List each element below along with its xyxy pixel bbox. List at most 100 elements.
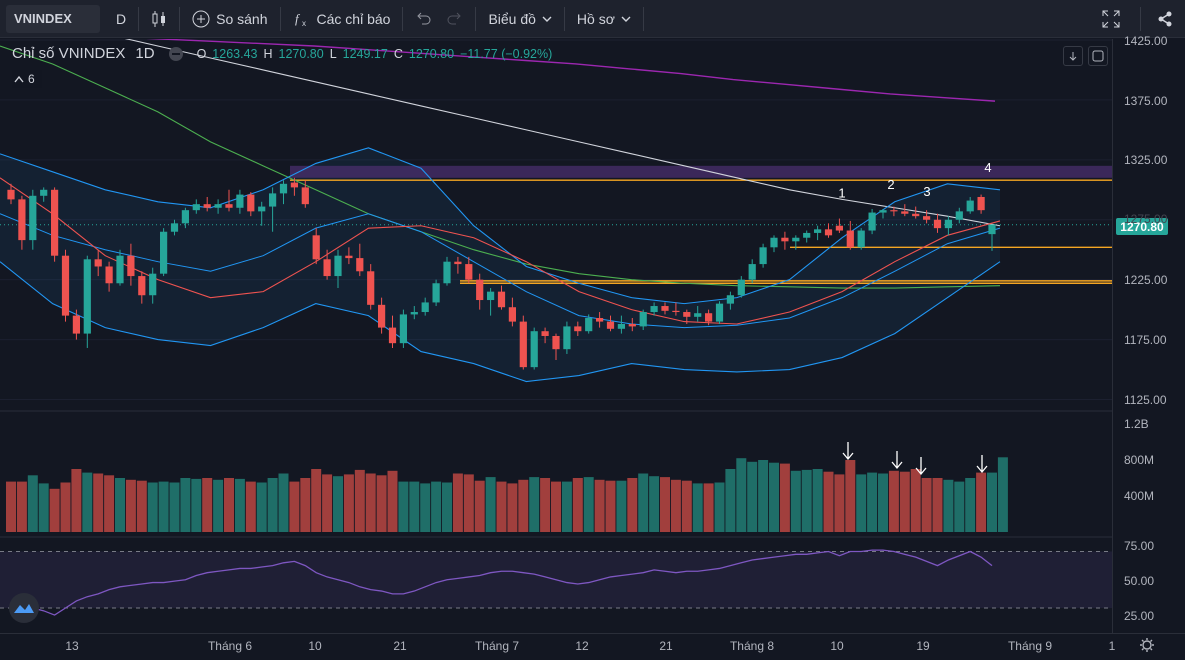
ma-red-line — [0, 177, 1001, 325]
price-tick: 1275.00 — [1124, 212, 1168, 226]
price-axis[interactable] — [1112, 39, 1185, 633]
volume-bar — [387, 470, 398, 532]
volume-bar — [82, 472, 93, 532]
volume-bar — [343, 474, 354, 532]
candle-body — [552, 335, 560, 350]
redo-button[interactable] — [439, 5, 471, 33]
volume-bar — [16, 481, 27, 532]
candle-body — [454, 261, 462, 265]
scroll-down-button[interactable] — [1063, 46, 1083, 66]
time-axis[interactable] — [0, 633, 1185, 660]
price-chart[interactable]: 1 2 3 4 — [0, 39, 1112, 633]
rsi-tick: 25.00 — [1124, 609, 1155, 623]
candle-body — [236, 194, 244, 208]
candle-body — [694, 313, 702, 317]
low-value: 1249.17 — [342, 46, 388, 61]
volume-bar — [311, 469, 322, 532]
volume-bar — [649, 476, 660, 532]
open-value: 1263.43 — [212, 46, 258, 61]
compare-label: So sánh — [216, 10, 268, 27]
price-tick: 1325.00 — [1124, 153, 1168, 167]
volume-bar — [823, 471, 834, 532]
candle-body — [563, 326, 571, 350]
candle-body — [323, 259, 331, 277]
time-tick: Tháng 6 — [207, 639, 253, 653]
volume-bar — [136, 480, 147, 532]
candle-body — [138, 276, 146, 296]
open-label: O — [196, 46, 207, 61]
brand-logo[interactable] — [8, 592, 40, 624]
candle-body — [661, 306, 669, 311]
volume-bar — [38, 483, 49, 532]
time-tick: 13 — [65, 639, 79, 653]
toolbar-divider — [1140, 7, 1141, 31]
symbol-search-button[interactable]: VNINDEX — [6, 4, 100, 33]
chart-legend: Chỉ số VNINDEX 1D O 1263.43 H 1270.80 L 124… — [12, 45, 552, 62]
wave-label: 2 — [887, 177, 894, 192]
toolbar-divider — [179, 6, 181, 31]
candle-body — [378, 304, 386, 328]
candle-body — [94, 259, 102, 267]
candle-body — [737, 279, 745, 296]
volume-bar — [714, 482, 725, 532]
volume-arrow-icon — [915, 457, 927, 476]
volume-bar — [605, 480, 616, 532]
volume-bar — [180, 478, 191, 532]
undo-button[interactable] — [407, 5, 439, 33]
candle-body — [29, 195, 37, 241]
resistance-zone — [290, 165, 1112, 178]
volume-bar — [518, 479, 529, 532]
price-tick: 1125.00 — [1124, 393, 1167, 407]
candle-body — [803, 232, 811, 238]
volume-bar — [60, 482, 71, 532]
chart-menu-button[interactable]: Biểu đồ — [480, 5, 559, 33]
candle-body — [410, 312, 418, 315]
volume-bar — [561, 481, 572, 532]
svg-text:f: f — [295, 11, 301, 26]
volume-bar — [474, 480, 485, 532]
candle-body — [748, 264, 756, 280]
fullscreen-button[interactable] — [1086, 5, 1136, 33]
compare-button[interactable]: So sánh — [184, 5, 275, 33]
volume-bar — [878, 473, 888, 532]
volume-bar — [485, 477, 496, 532]
volume-bar — [213, 479, 224, 532]
candle-body — [792, 237, 800, 242]
indicator-collapse-button[interactable]: 6 — [12, 70, 42, 88]
svg-text:x: x — [302, 19, 306, 28]
chart-type-button[interactable] — [143, 5, 175, 33]
candle-body — [301, 187, 309, 205]
settings-icon[interactable] — [1139, 637, 1155, 653]
candle-body — [160, 231, 168, 274]
volume-bar — [431, 481, 442, 532]
volume-bar — [888, 470, 899, 532]
candle-body — [639, 312, 647, 327]
candle-body — [835, 225, 843, 231]
volume-bar — [616, 480, 627, 532]
volume-bar — [790, 470, 801, 532]
chevron-down-icon — [621, 16, 631, 22]
price-tick: 1225.00 — [1124, 273, 1168, 287]
profile-menu-button[interactable]: Hồ sơ — [569, 5, 639, 33]
candle-body — [334, 255, 342, 277]
volume-bar — [540, 478, 551, 532]
share-button[interactable] — [1145, 5, 1185, 33]
wave-label: 4 — [984, 160, 991, 175]
toolbar-divider — [475, 6, 477, 31]
chevron-down-icon — [542, 16, 552, 22]
volume-bar — [365, 473, 376, 532]
volume-bar — [910, 469, 921, 532]
volume-bar — [736, 458, 747, 532]
rsi-line — [10, 549, 993, 616]
candle-body — [912, 213, 920, 217]
candle-body — [51, 189, 59, 256]
interval-button[interactable]: D — [116, 10, 127, 27]
hide-series-icon[interactable] — [168, 46, 183, 61]
candle-body — [149, 273, 157, 296]
maximize-pane-button[interactable] — [1088, 46, 1108, 66]
candle-body — [508, 307, 516, 322]
candle-body — [879, 210, 887, 213]
volume-bar — [725, 469, 736, 532]
